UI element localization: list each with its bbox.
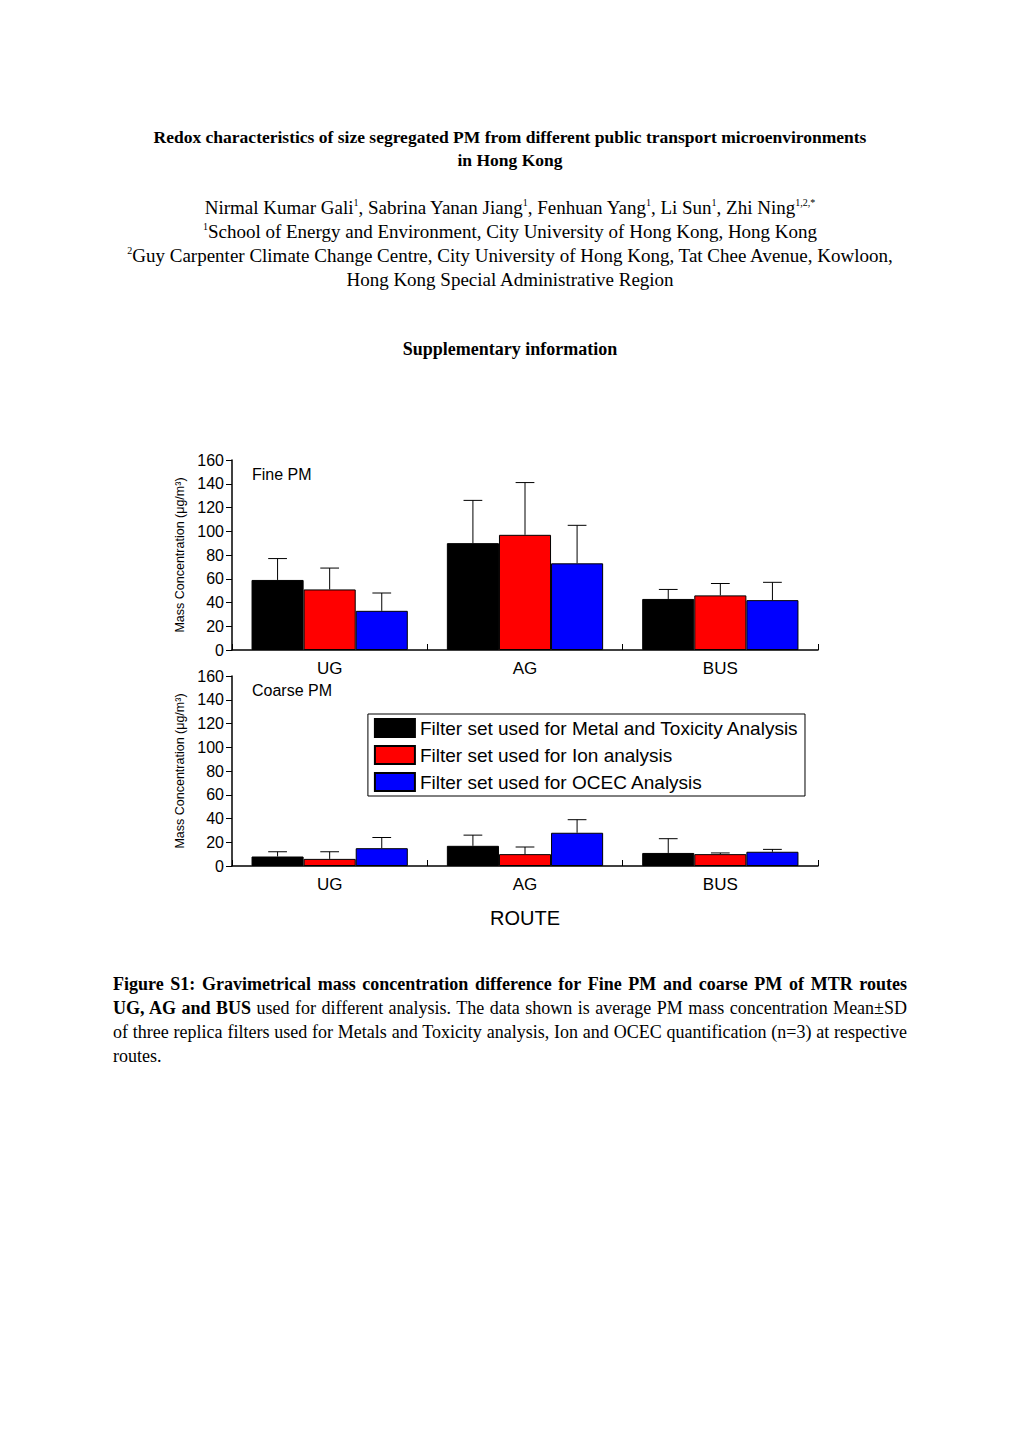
svg-text:20: 20 [206,618,224,635]
svg-text:0: 0 [215,858,224,875]
svg-text:80: 80 [206,547,224,564]
svg-text:80: 80 [206,763,224,780]
svg-text:60: 60 [206,570,224,587]
svg-text:160: 160 [197,668,224,685]
html-text:2Guy Carpenter Climate Change: 2Guy Carpenter Climate Change Centre, Ci… [127,245,893,290]
svg-text:120: 120 [197,499,224,516]
html-text:Supplementary information: Supplementary information [402,339,618,359]
svg-text:AG: AG [513,659,538,678]
svg-text:Filter set used for OCEC Analy: Filter set used for OCEC Analysis [420,772,702,793]
svg-text:AG: AG [513,875,538,894]
svg-text:140: 140 [197,691,224,708]
svg-text:160: 160 [197,452,224,469]
html-text:Figure S1: Gravimetrical mass: Figure S1: Gravimetrical mass concentrat… [113,974,907,1066]
svg-text:140: 140 [197,475,224,492]
svg-text:Mass Concentration (μg/m³): Mass Concentration (μg/m³) [173,693,187,848]
html-text:1School of Energy and Environm: 1School of Energy and Environment, City … [202,221,818,242]
svg-text:Fine PM: Fine PM [252,466,312,483]
svg-text:20: 20 [206,834,224,851]
svg-text:100: 100 [197,523,224,540]
svg-text:BUS: BUS [703,659,738,678]
svg-text:UG: UG [317,659,343,678]
svg-text:40: 40 [206,594,224,611]
svg-text:120: 120 [197,715,224,732]
svg-text:Filter set used for Ion analys: Filter set used for Ion analysis [420,745,672,766]
svg-text:0: 0 [215,642,224,659]
svg-text:BUS: BUS [703,875,738,894]
svg-text:100: 100 [197,739,224,756]
svg-text:60: 60 [206,786,224,803]
svg-text:40: 40 [206,810,224,827]
html-text:Redox characteristics of size: Redox characteristics of size segregated… [153,127,867,170]
svg-text:ROUTE: ROUTE [490,907,560,929]
svg-text:Mass Concentration (μg/m³): Mass Concentration (μg/m³) [173,477,187,632]
svg-text:Filter set used for Metal and: Filter set used for Metal and Toxicity A… [420,718,798,739]
svg-text:UG: UG [317,875,343,894]
html-text:Nirmal Kumar Gali1, Sabrina Ya: Nirmal Kumar Gali1, Sabrina Yanan Jiang1… [204,197,816,218]
svg-text:Coarse PM: Coarse PM [252,682,332,699]
